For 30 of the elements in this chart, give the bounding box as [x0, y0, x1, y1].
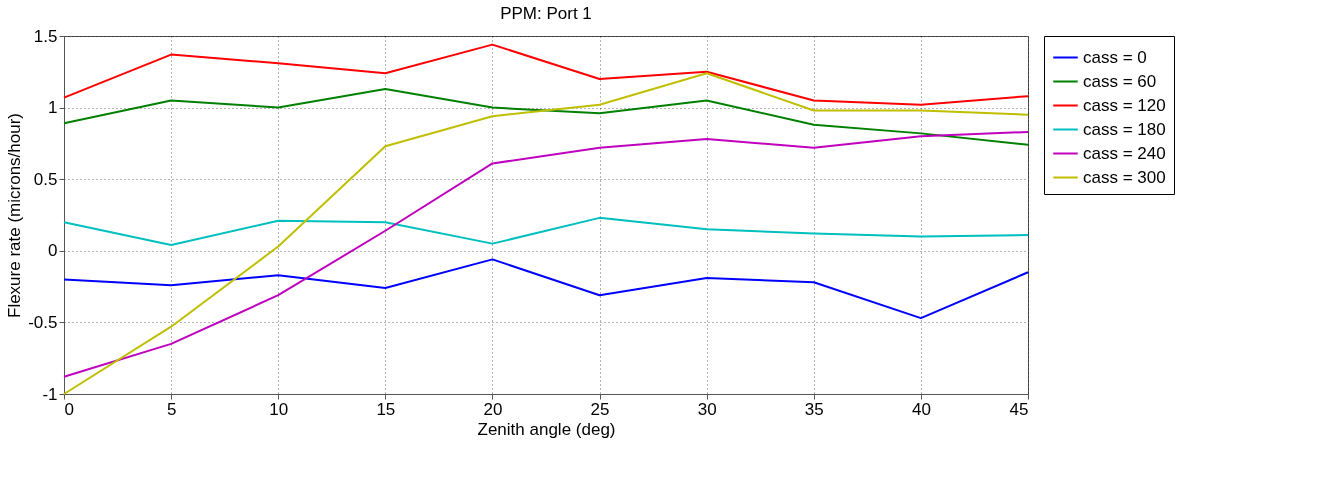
x-tick-label: 5 [166, 399, 177, 419]
line-series [63, 130, 1029, 378]
chart-title: PPM: Port 1 [500, 4, 592, 23]
y-tick-label: 0.5 [33, 169, 58, 189]
legend-label: cass = 0 [1083, 47, 1147, 67]
x-tick-label: 40 [911, 399, 931, 419]
x-axis-title: Zenith angle (deg) [477, 419, 616, 439]
legend-label: cass = 180 [1083, 119, 1166, 139]
y-tick-label: 1 [48, 98, 58, 118]
line-series [63, 87, 1029, 146]
x-tick-label: 10 [269, 399, 289, 419]
y-tick-label: 0 [48, 241, 58, 261]
legend-label: cass = 60 [1083, 71, 1157, 91]
y-tick-label: -0.5 [28, 312, 58, 332]
x-tick-label: 45 [1009, 399, 1029, 419]
x-tick-label: 25 [590, 399, 610, 419]
line-series [63, 43, 1029, 106]
x-tick-label: 35 [804, 399, 824, 419]
legend-label: cass = 300 [1083, 167, 1166, 187]
x-tick-label: 15 [376, 399, 396, 419]
x-tick-label: 0 [64, 399, 74, 419]
line-series [63, 216, 1029, 247]
x-tick-label: 30 [697, 399, 717, 419]
y-tick-label: 1.5 [33, 26, 58, 46]
x-tick-label: 20 [483, 399, 503, 419]
line-series [63, 258, 1029, 320]
y-tick-label: -1 [42, 384, 58, 404]
legend-label: cass = 240 [1083, 143, 1166, 163]
legend-label: cass = 120 [1083, 95, 1166, 115]
y-axis-title: Flexure rate (microns/hour) [5, 112, 25, 319]
